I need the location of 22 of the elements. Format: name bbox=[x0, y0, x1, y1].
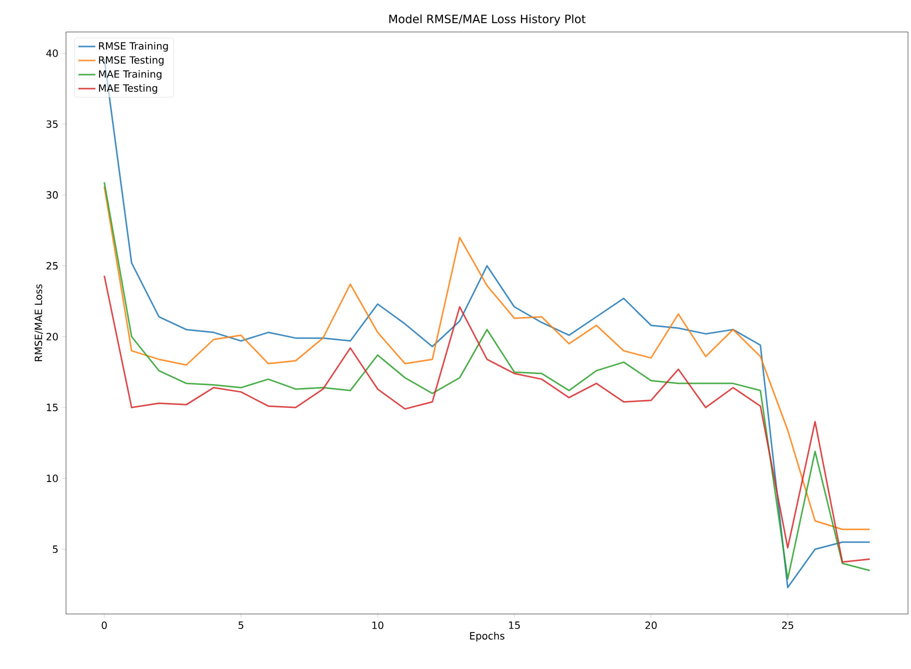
x-axis-title: Epochs bbox=[470, 632, 504, 642]
y-tick-label: 30 bbox=[46, 191, 58, 199]
legend-label: MAE Testing bbox=[99, 84, 158, 94]
x-tick-label: 10 bbox=[372, 621, 384, 630]
chart-title: Model RMSE/MAE Loss History Plot bbox=[389, 14, 586, 26]
y-tick-label: 25 bbox=[46, 262, 58, 270]
legend-label: MAE Training bbox=[99, 70, 162, 80]
x-tick-label: 20 bbox=[645, 621, 657, 630]
legend-label: RMSE Testing bbox=[99, 56, 164, 66]
x-tick-label: 25 bbox=[782, 621, 794, 630]
x-tick-label: 0 bbox=[102, 621, 107, 630]
y-tick-label: 15 bbox=[46, 404, 58, 412]
y-tick-label: 40 bbox=[46, 49, 58, 58]
y-tick-label: 35 bbox=[46, 120, 58, 128]
legend-label: RMSE Training bbox=[99, 42, 168, 52]
y-axis-title: RMSE/MAE Loss bbox=[34, 284, 43, 362]
y-tick-label: 20 bbox=[46, 332, 58, 340]
x-tick-label: 15 bbox=[509, 622, 520, 629]
x-tick-label: 5 bbox=[238, 622, 244, 629]
y-tick-label: 10 bbox=[46, 474, 58, 482]
line-series bbox=[104, 274, 870, 563]
y-tick-label: 5 bbox=[52, 546, 58, 553]
